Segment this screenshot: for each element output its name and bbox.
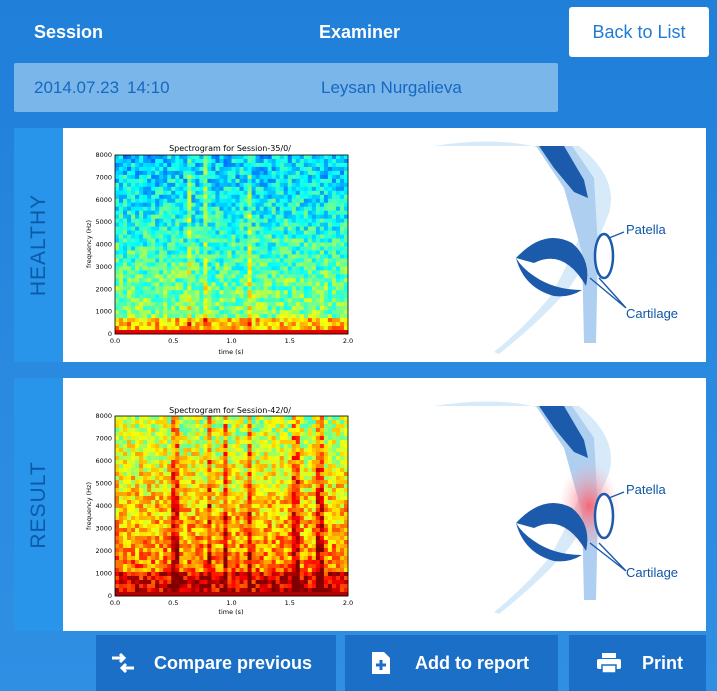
y-tick-label: 0 xyxy=(108,592,112,600)
result-panel: RESULT Spectrogram for Session-42/0/ 0.0… xyxy=(14,378,706,631)
add-to-report-label: Add to report xyxy=(415,652,529,673)
session-examiner: Leysan Nurgalieva xyxy=(321,78,462,97)
session-column-label: Session xyxy=(34,22,104,42)
healthy-label: HEALTHY xyxy=(26,193,50,297)
y-tick-label: 0 xyxy=(108,330,112,338)
print-label: Print xyxy=(642,652,684,673)
healthy-side-bar: HEALTHY xyxy=(14,128,63,362)
x-tick-label: 1.0 xyxy=(226,337,236,345)
y-tick-label: 7000 xyxy=(95,173,112,181)
y-tick-label: 2000 xyxy=(95,285,112,293)
printer-icon xyxy=(596,652,622,674)
plot-frame xyxy=(114,154,349,335)
y-axis-label: frequency (Hz) xyxy=(85,220,93,268)
patella-label: Patella xyxy=(626,222,667,237)
x-axis-label: time (s) xyxy=(218,348,243,356)
print-button[interactable]: Print xyxy=(569,635,706,691)
swap-arrows-icon xyxy=(110,653,136,673)
y-tick-label: 8000 xyxy=(95,412,112,420)
spectrogram-title: Spectrogram for Session-42/0/ xyxy=(169,406,291,415)
healthy-spectrogram: Spectrogram for Session-35/0/ 0.0 0.5 1.0 1… xyxy=(85,144,353,356)
y-tick-label: 3000 xyxy=(95,525,112,533)
x-tick-label: 0.0 xyxy=(110,337,120,345)
cartilage-label: Cartilage xyxy=(626,565,678,580)
y-tick-label: 4000 xyxy=(95,502,112,510)
cartilage-label: Cartilage xyxy=(626,306,678,321)
x-tick-label: 1.5 xyxy=(285,599,295,607)
y-tick-label: 5000 xyxy=(95,480,112,488)
x-axis-label: time (s) xyxy=(218,608,243,616)
examiner-column-label: Examiner xyxy=(319,22,401,42)
y-tick-label: 2000 xyxy=(95,547,112,555)
x-tick-label: 2.0 xyxy=(343,599,353,607)
x-tick-label: 1.0 xyxy=(226,599,236,607)
y-tick-label: 8000 xyxy=(95,151,112,159)
patella-label: Patella xyxy=(626,482,667,497)
y-tick-label: 6000 xyxy=(95,196,112,204)
y-tick-label: 4000 xyxy=(95,241,112,249)
x-tick-label: 1.5 xyxy=(285,337,295,345)
plot-frame xyxy=(114,415,349,597)
session-time: 14:10 xyxy=(127,78,170,97)
session-row[interactable]: 2014.07.23 14:10 Leysan Nurgalieva xyxy=(14,63,558,112)
compare-previous-label: Compare previous xyxy=(154,652,313,673)
compare-previous-button[interactable]: Compare previous xyxy=(96,635,336,691)
y-tick-label: 5000 xyxy=(95,218,112,226)
y-tick-label: 3000 xyxy=(95,263,112,271)
y-tick-label: 7000 xyxy=(95,435,112,443)
x-tick-label: 0.5 xyxy=(168,599,178,607)
result-side-bar: RESULT xyxy=(14,378,63,631)
y-tick-label: 1000 xyxy=(95,308,112,316)
result-label: RESULT xyxy=(26,460,50,549)
session-date: 2014.07.23 xyxy=(34,78,120,97)
heatmap-cells xyxy=(115,416,349,597)
x-tick-label: 0.5 xyxy=(168,337,178,345)
healthy-knee-diagram: Patella Cartilage xyxy=(434,141,678,354)
x-tick-label: 0.0 xyxy=(110,599,120,607)
heatmap-cells xyxy=(115,155,349,335)
add-document-icon xyxy=(371,651,391,675)
y-tick-label: 6000 xyxy=(95,457,112,465)
healthy-panel: HEALTHY Spectrogram for Session-35/0/ 0.… xyxy=(14,128,706,362)
result-knee-diagram: Patella Cartilage xyxy=(434,401,678,614)
spectrogram-title: Spectrogram for Session-35/0/ xyxy=(169,144,291,153)
back-to-list-button[interactable]: Back to List xyxy=(569,7,709,57)
add-to-report-button[interactable]: Add to report xyxy=(345,635,558,691)
y-axis-label: frequency (Hz) xyxy=(85,482,93,530)
y-tick-label: 1000 xyxy=(95,570,112,578)
result-spectrogram: Spectrogram for Session-42/0/ 0.0 0.5 1.0 1… xyxy=(85,406,353,616)
x-tick-label: 2.0 xyxy=(343,337,353,345)
